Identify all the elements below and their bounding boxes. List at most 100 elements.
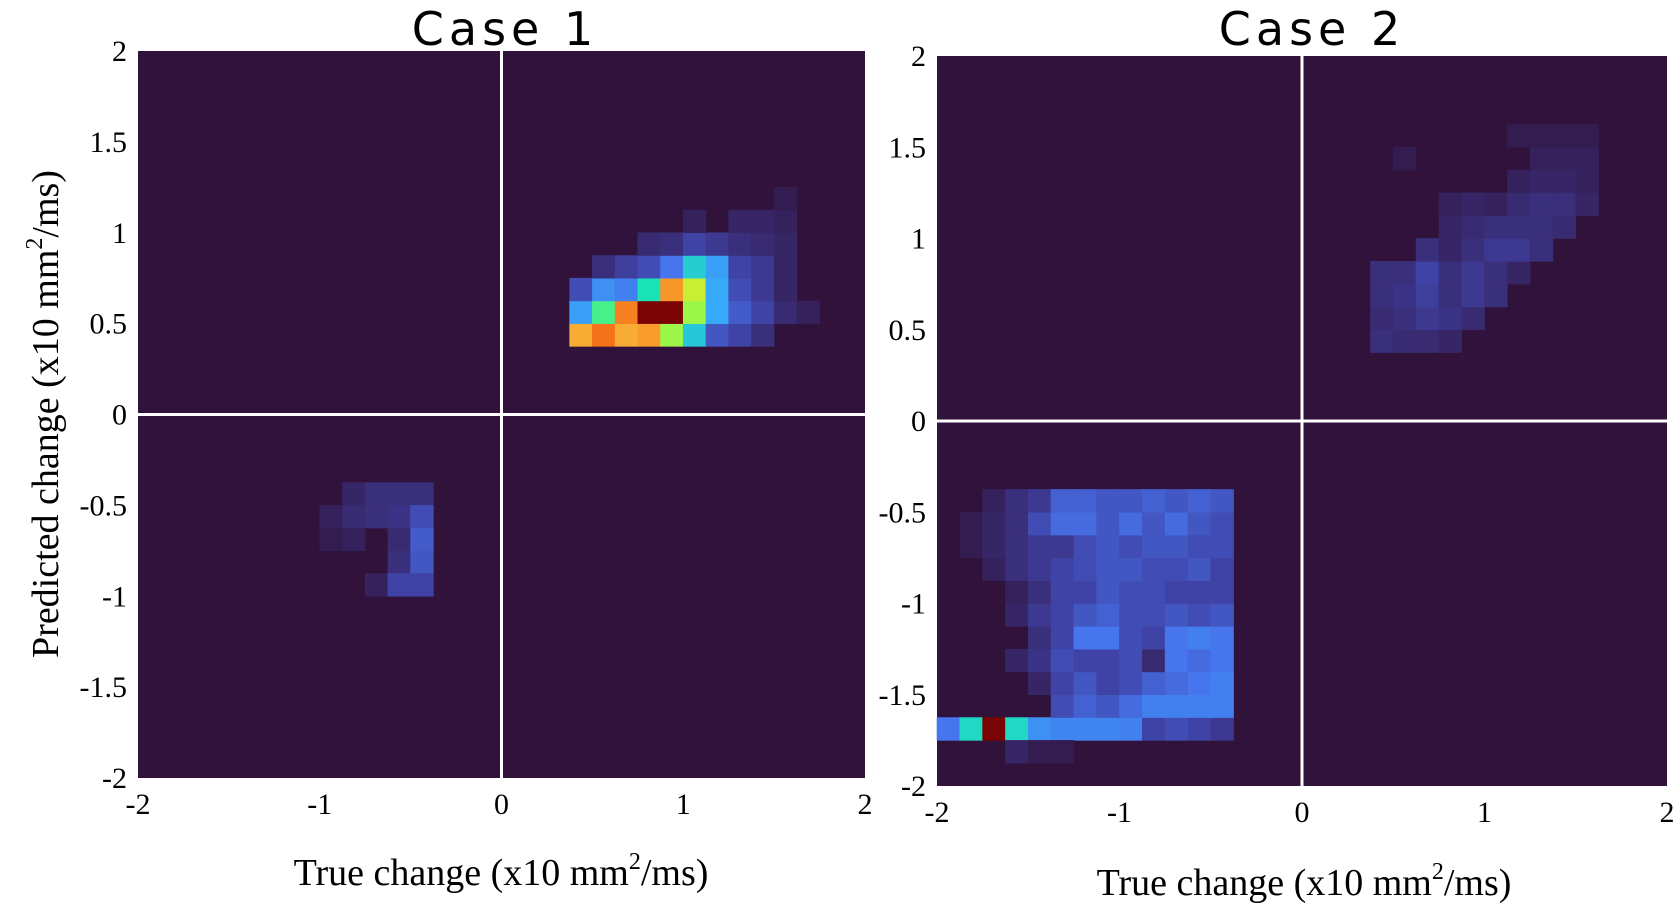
case-1-heatmap-cell (637, 323, 661, 347)
case-1-heatmap-cell (751, 277, 775, 302)
case-1-heatmap-cell (773, 277, 798, 302)
case-1-x-axis-label-sup: 2 (629, 849, 641, 875)
case-2-heatmap-cell (1529, 215, 1554, 239)
case-1-heatmap-cell (705, 323, 729, 347)
case-2-heatmap-cell (1552, 215, 1577, 239)
case-1-heatmap-cell (387, 550, 411, 574)
case-1-heatmap-cell (319, 527, 343, 552)
case-2-y-tick-label: -2 (901, 770, 926, 803)
case-1-y-tick-label: -1 (102, 580, 127, 613)
case-1-x-axis-label: True change (x10 mm2/ms) (294, 849, 709, 894)
case-2-heatmap-cell (1392, 329, 1417, 353)
case-2-heatmap-cell (1187, 648, 1212, 673)
case-2-heatmap-cell (1073, 603, 1097, 627)
case-2-heatmap-cell (1050, 534, 1075, 559)
case-2-heatmap-cell (1484, 192, 1508, 216)
case-2-heatmap-cell (1415, 238, 1440, 262)
case-2-heatmap-cell (1119, 671, 1143, 696)
case-2-heatmap-cell (1142, 489, 1166, 513)
case-2-heatmap-cell (1575, 192, 1599, 216)
case-1-title: Case 1 (412, 2, 598, 56)
case-2-heatmap-cell (1073, 626, 1097, 650)
case-2-heatmap-cell (1529, 238, 1554, 262)
case-2-heatmap-cell (1187, 511, 1212, 536)
case-1-heatmap-cell (728, 277, 752, 302)
case-1-heatmap-cell (569, 323, 593, 347)
case-2-heatmap-cell (1210, 511, 1234, 536)
case-2-heatmap-cell (1438, 329, 1462, 353)
case-1-heatmap-cell (387, 573, 411, 597)
case-2-heatmap-cell (1027, 580, 1052, 604)
case-2-heatmap-cell (1438, 238, 1462, 262)
case-2-heatmap-cell (959, 534, 983, 559)
case-1-heatmap-cell (387, 482, 411, 506)
case-2-heatmap-cell (1027, 740, 1052, 764)
case-2-heatmap-cell (1005, 580, 1029, 604)
case-2-heatmap-cell (1096, 580, 1120, 604)
case-2-heatmap-cell (1027, 603, 1052, 627)
case-2-heatmap-cell (1210, 603, 1234, 627)
case-2-heatmap-cell (1575, 124, 1599, 148)
case-2-x-tick-label: -1 (1107, 796, 1132, 829)
case-2-heatmap-cell (1461, 306, 1485, 331)
case-2-heatmap-cell (982, 534, 1006, 559)
case-2-heatmap-cell (1005, 534, 1029, 559)
case-2-heatmap-cell (1096, 534, 1120, 559)
case-2-heatmap-cell (1392, 261, 1417, 285)
case-2-heatmap-cell (1073, 489, 1097, 513)
case-1-heatmap-cell (751, 209, 775, 234)
case-1-heatmap-cell (387, 505, 411, 529)
case-2-heatmap-cell (1050, 603, 1075, 627)
case-1-heatmap-cell (751, 232, 775, 256)
case-1-x-axis-label-pre: True change (x10 mm (294, 852, 629, 894)
case-2-heatmap-cell (982, 557, 1006, 581)
case-2-heatmap-cell (1507, 124, 1531, 148)
case-2-heatmap-cell (1438, 192, 1462, 216)
case-1-heatmap-cell (705, 300, 729, 324)
case-2-heatmap-cell (982, 511, 1006, 536)
case-2-heatmap-cell (1164, 671, 1189, 696)
case-1-y-tick-label: 0.5 (90, 308, 128, 341)
case-1-x-tick-label: -2 (126, 788, 151, 821)
case-1-heatmap-cell (319, 505, 343, 529)
case-2-y-tick-label: 0.5 (889, 314, 927, 347)
case-2-cells (936, 124, 1599, 764)
case-2-heatmap-cell (1142, 694, 1166, 718)
case-2-heatmap-cell (1210, 489, 1234, 513)
case-2-heatmap-cell (1507, 169, 1531, 194)
case-2-x-axis-label-post: /ms) (1444, 862, 1512, 904)
case-1-heatmap-cell (751, 255, 775, 279)
case-2-heatmap-cell (1027, 557, 1052, 581)
case-2-reference-lines (937, 56, 1667, 786)
case-1-y-tick-label: 2 (112, 35, 127, 68)
case-1-heatmap-cell (773, 300, 798, 324)
case-1-heatmap-cell (773, 232, 798, 256)
case-2-heatmap-cell (1575, 169, 1599, 194)
case-2-heatmap-cell (1210, 671, 1234, 696)
case-2-heatmap-cell (1050, 626, 1075, 650)
case-2-heatmap-cell (1119, 717, 1143, 741)
case-2-heatmap-cell (1005, 648, 1029, 673)
case-1-cells (319, 187, 820, 597)
case-2-heatmap-cell (1164, 534, 1189, 559)
case-1-heatmap-cell (637, 300, 661, 324)
case-1-heatmap-cell (705, 277, 729, 302)
case-1-heatmap-cell (342, 527, 366, 552)
case-2-heatmap-cell (1164, 648, 1189, 673)
case-2-heatmap-cell (982, 717, 1006, 741)
case-1-heatmap-cell (682, 232, 707, 256)
case-2-heatmap-cell (1073, 557, 1097, 581)
case-2-heatmap-cell (1187, 580, 1212, 604)
case-2-heatmap-cell (1096, 717, 1120, 741)
case-2-heatmap-cell (1529, 146, 1554, 171)
case-1-heatmap-cell (342, 482, 366, 506)
case-1-x-axis-label-post: /ms) (641, 852, 709, 894)
case-2-heatmap-cell (1461, 283, 1485, 308)
case-1-y-axis-label: Predicted change (x10 mm2/ms) (22, 170, 67, 658)
case-2-heatmap-cell (1210, 557, 1234, 581)
case-2-x-ticks: -2 -1 0 1 2 (925, 796, 1675, 829)
case-1-heatmap-cell (682, 209, 707, 234)
case-2-heatmap-cell (1096, 671, 1120, 696)
case-2-heatmap-cell (1210, 694, 1234, 718)
